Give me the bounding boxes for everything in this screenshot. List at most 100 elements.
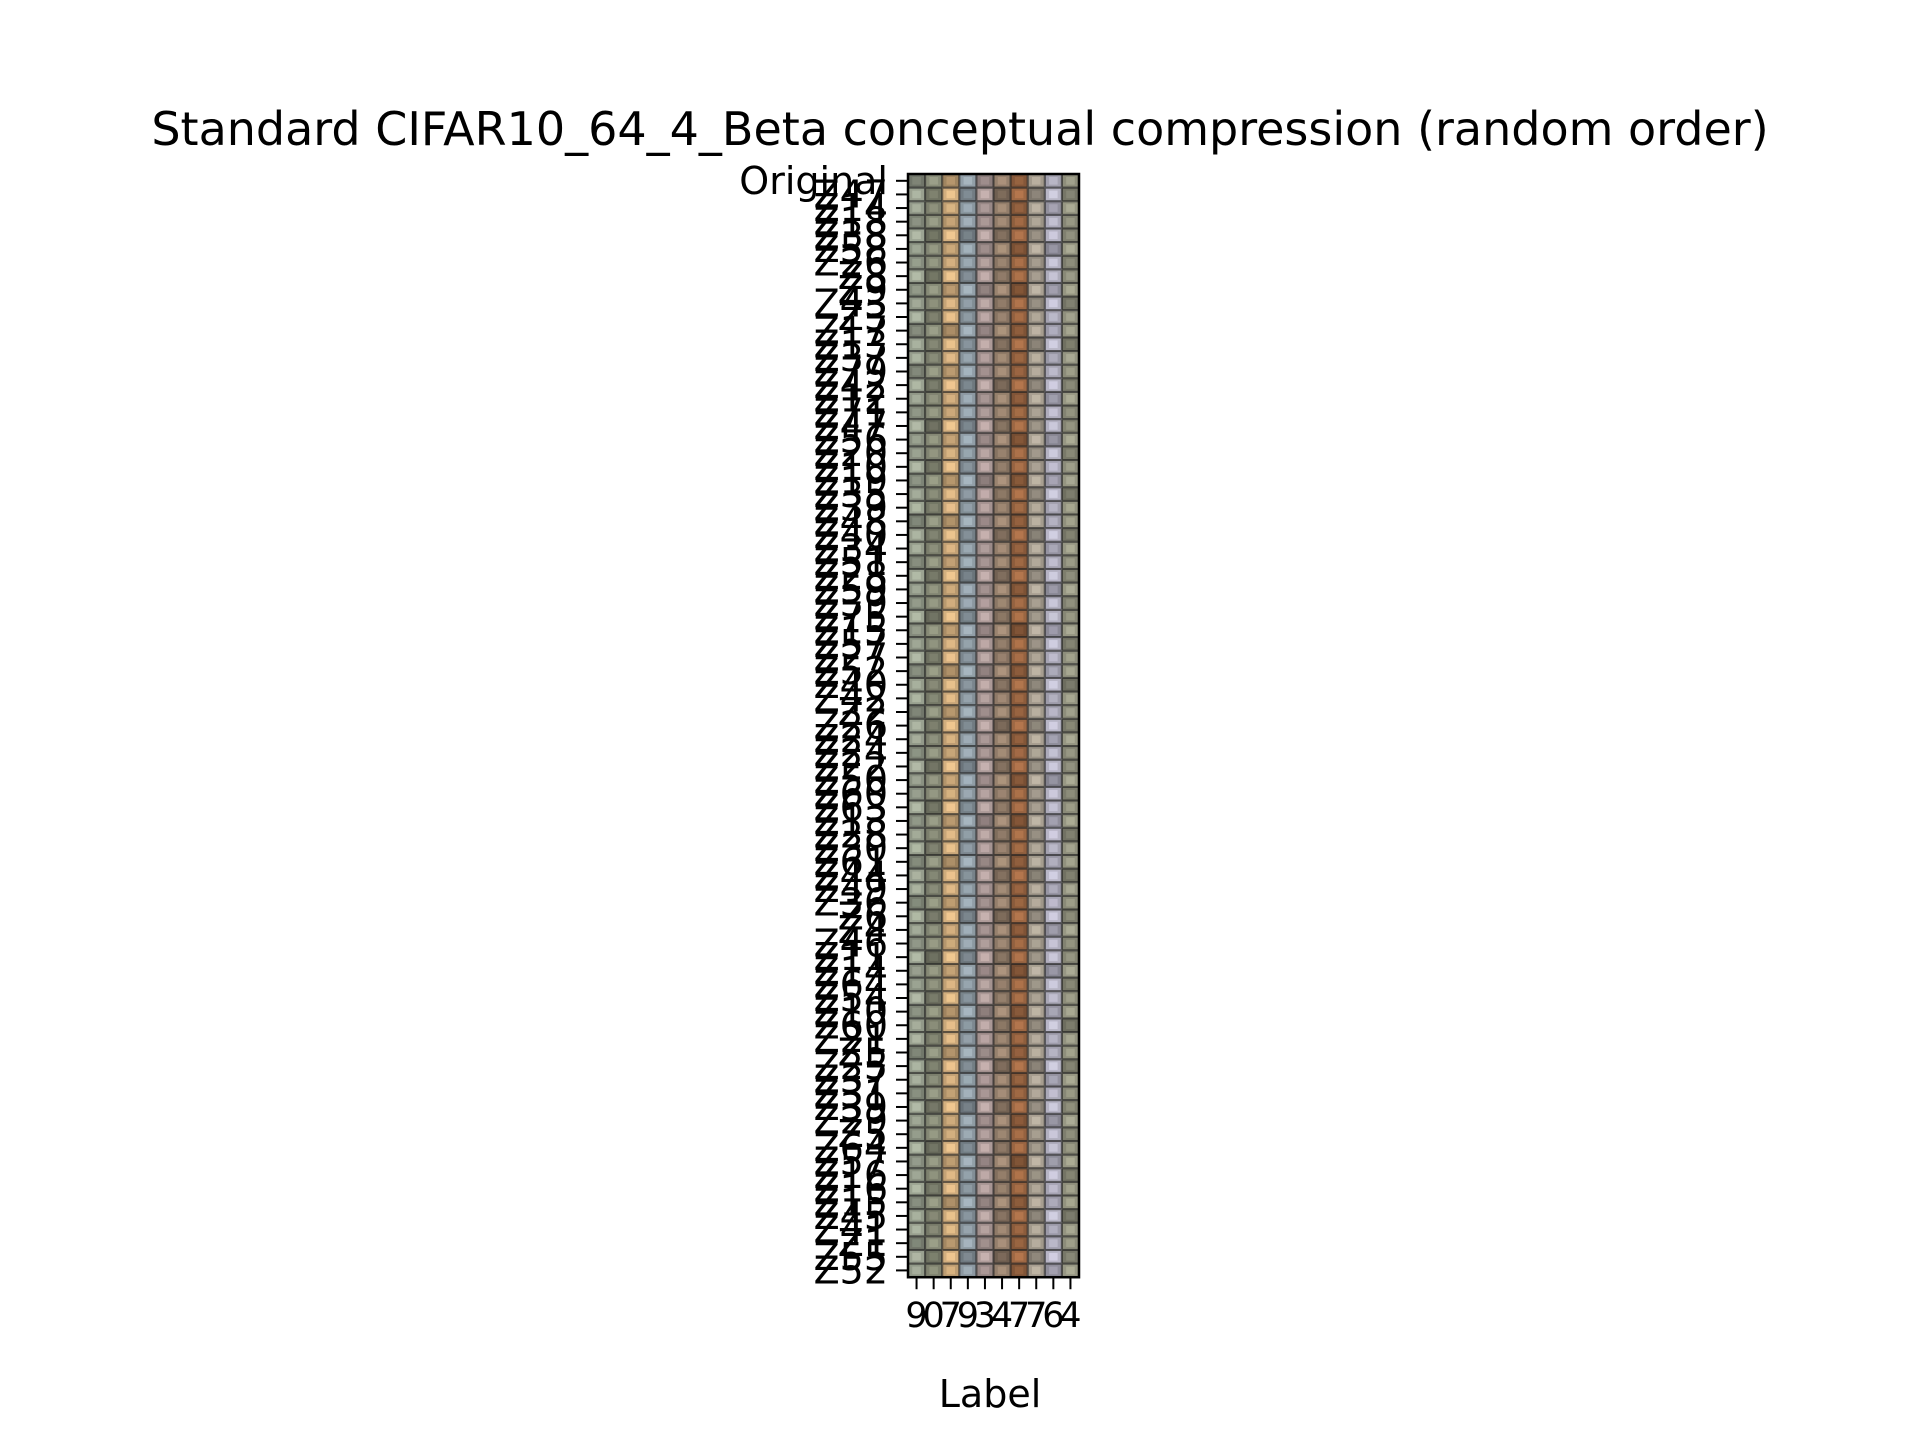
image-cell-center (929, 558, 938, 566)
image-cell-center (1049, 994, 1058, 1002)
image-cell-center (997, 844, 1007, 853)
image-cell-border (993, 446, 1011, 461)
image-cell-center (963, 885, 973, 893)
image-cell-center (1049, 558, 1058, 566)
image-cell-border (959, 228, 977, 243)
image-cell-border (1044, 337, 1062, 352)
image-cell-center (980, 830, 990, 839)
image-cell-center (963, 817, 973, 825)
image-cell-border (942, 337, 960, 352)
image-cell-center (997, 408, 1007, 417)
image-cell-border (976, 1181, 994, 1196)
image-cell-center (997, 735, 1007, 744)
image-cell-center (1049, 1171, 1058, 1179)
image-cell-border (925, 1018, 943, 1033)
image-cell-center (1049, 394, 1058, 403)
image-cell-center (1014, 1116, 1024, 1125)
image-cell-border (942, 255, 960, 270)
image-cell-center (1066, 1212, 1075, 1220)
image-cell-border (1010, 528, 1028, 542)
image-cell-center (1066, 571, 1075, 580)
image-cell-center (1014, 1157, 1024, 1166)
image-cell-center (912, 558, 921, 566)
image-cell-center (1031, 1007, 1041, 1016)
image-cell-center (946, 1021, 956, 1030)
image-cell-center (963, 1157, 973, 1166)
image-cell-center (980, 408, 990, 417)
image-cell-center (929, 885, 938, 893)
image-cell-center (963, 953, 973, 961)
image-cell-border (942, 637, 960, 651)
image-cell-center (1066, 735, 1075, 744)
image-cell-center (929, 1103, 938, 1111)
image-cell-border (942, 391, 960, 406)
image-cell-center (997, 340, 1007, 349)
image-cell-center (912, 776, 921, 784)
image-cell-center (946, 408, 956, 417)
image-cell-border (993, 923, 1011, 937)
image-cell-border (1010, 759, 1028, 774)
image-cell-border (1027, 759, 1045, 774)
image-cell-border (976, 555, 994, 570)
image-cell-center (963, 1048, 973, 1057)
image-cell-center (963, 394, 973, 403)
image-cell-center (980, 735, 990, 744)
image-cell-center (980, 1062, 990, 1070)
image-cell-center (980, 490, 990, 498)
image-cell-border (1010, 228, 1028, 243)
image-cell-border (959, 1154, 977, 1169)
image-cell-center (980, 653, 990, 662)
image-cell-center (980, 381, 990, 389)
image-cell-border (959, 214, 977, 229)
image-cell-center (963, 217, 973, 226)
image-cell-border (1044, 242, 1062, 256)
image-cell-center (1066, 653, 1075, 662)
image-cell-center (997, 966, 1007, 975)
image-cell-center (997, 435, 1007, 444)
image-cell-border (1027, 596, 1045, 610)
image-cell-border (942, 214, 960, 229)
image-cell-border (1027, 841, 1045, 856)
image-cell-border (942, 364, 960, 379)
image-cell-center (997, 1130, 1007, 1139)
y-tick-label: Z26 (814, 704, 888, 748)
image-cell-border (1044, 718, 1062, 733)
image-cell-border (925, 677, 943, 692)
image-cell-center (1066, 817, 1075, 825)
image-cell-border (959, 1032, 977, 1046)
image-cell-center (1049, 490, 1058, 498)
image-cell-center (1014, 585, 1024, 594)
image-cell-center (1049, 476, 1058, 485)
image-cell-center (963, 367, 973, 376)
image-cell-center (997, 1035, 1007, 1043)
image-cell-border (1010, 242, 1028, 256)
image-cell-center (1014, 176, 1024, 185)
image-cell-center (1049, 544, 1058, 553)
image-cell-center (929, 1266, 938, 1275)
image-cell-border (959, 323, 977, 338)
image-cell-center (963, 1021, 973, 1030)
image-cell-center (1049, 245, 1058, 253)
image-cell-center (1014, 272, 1024, 280)
image-cell-border (942, 500, 960, 515)
image-cell-center (963, 558, 973, 566)
image-cell-center (980, 245, 990, 253)
image-cell-border (1010, 650, 1028, 665)
image-cell-center (997, 571, 1007, 580)
image-cell-border (942, 541, 960, 556)
image-cell-center (997, 449, 1007, 458)
image-cell-center (980, 176, 990, 185)
image-cell-border (1010, 1249, 1028, 1264)
image-cell-center (980, 980, 990, 989)
image-cell-border (959, 405, 977, 420)
image-cell-center (946, 912, 956, 921)
image-cell-center (980, 844, 990, 853)
image-cell-border (1027, 337, 1045, 352)
image-cell-center (946, 231, 956, 240)
image-cell-border (942, 459, 960, 474)
image-cell-border (942, 1072, 960, 1087)
image-cell-center (997, 953, 1007, 961)
image-cell-center (1066, 313, 1075, 321)
image-cell-border (1027, 473, 1045, 488)
image-cell-center (912, 326, 921, 335)
